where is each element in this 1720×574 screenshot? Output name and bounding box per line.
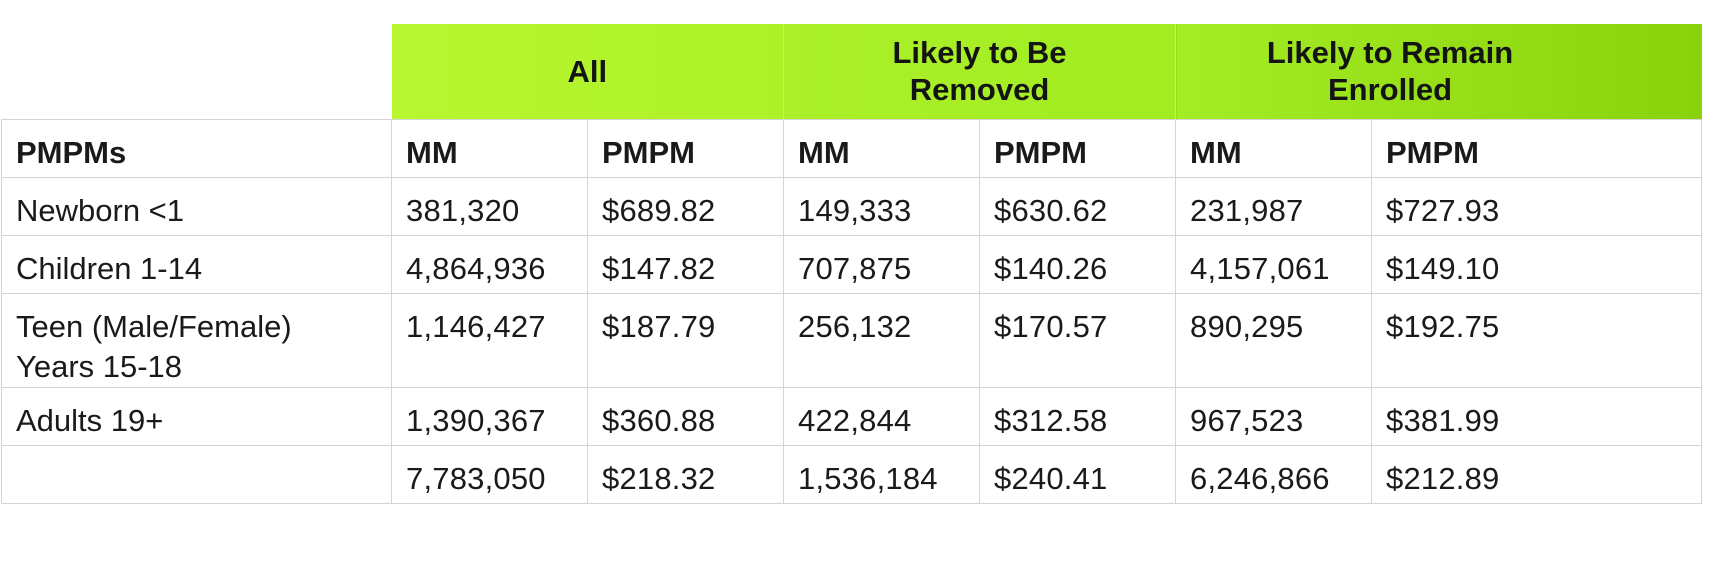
cell-removed-pmpm: $140.26 [979, 234, 1176, 294]
group-header-likely-removed-label: Likely to Be Removed [892, 35, 1067, 108]
cell-all-pmpm: $147.82 [587, 234, 784, 294]
cell-remain-pmpm: $192.75 [1371, 292, 1702, 388]
table-row-newborn: Newborn <1 381,320 $689.82 149,333 $630.… [1, 176, 1702, 236]
cell-remain-pmpm: $381.99 [1371, 386, 1702, 446]
cell-remain-mm: 231,987 [1175, 176, 1372, 236]
table-row-total: 7,783,050 $218.32 1,536,184 $240.41 6,24… [1, 444, 1702, 504]
row-label: Children 1-14 [1, 234, 392, 294]
group-header-row: All Likely to Be Removed Likely to Remai… [1, 24, 1702, 120]
cell-all-pmpm: $218.32 [587, 444, 784, 504]
column-header-removed-pmpm: PMPM [979, 118, 1176, 178]
cell-removed-pmpm: $312.58 [979, 386, 1176, 446]
row-label: Teen (Male/Female) Years 15-18 [1, 292, 392, 388]
column-header-row: PMPMs MM PMPM MM PMPM MM PMPM [1, 118, 1702, 178]
row-label: Newborn <1 [1, 176, 392, 236]
row-label [1, 444, 392, 504]
cell-removed-mm: 256,132 [783, 292, 980, 388]
table-row-adults: Adults 19+ 1,390,367 $360.88 422,844 $31… [1, 386, 1702, 446]
cell-removed-pmpm: $170.57 [979, 292, 1176, 388]
column-header-remain-mm: MM [1175, 118, 1372, 178]
cell-remain-pmpm: $727.93 [1371, 176, 1702, 236]
row-label-text: Children 1-14 [16, 250, 203, 286]
row-label-text: Adults 19+ [16, 402, 164, 438]
cell-removed-mm: 1,536,184 [783, 444, 980, 504]
group-header-all: All [391, 24, 784, 120]
cell-all-pmpm: $187.79 [587, 292, 784, 388]
cell-all-mm: 1,390,367 [391, 386, 588, 446]
cell-all-mm: 381,320 [391, 176, 588, 236]
cell-removed-pmpm: $240.41 [979, 444, 1176, 504]
cell-all-pmpm: $689.82 [587, 176, 784, 236]
cell-remain-mm: 967,523 [1175, 386, 1372, 446]
cell-removed-mm: 707,875 [783, 234, 980, 294]
cell-remain-mm: 4,157,061 [1175, 234, 1372, 294]
cell-remain-mm: 890,295 [1175, 292, 1372, 388]
row-label-line-1: Teen (Male/Female) [16, 308, 292, 344]
pmpm-table: All Likely to Be Removed Likely to Remai… [1, 24, 1702, 504]
cell-removed-pmpm: $630.62 [979, 176, 1176, 236]
column-header-all-mm: MM [391, 118, 588, 178]
cell-removed-mm: 422,844 [783, 386, 980, 446]
group-header-likely-remain-label: Likely to Remain Enrolled [1266, 35, 1514, 108]
cell-all-mm: 1,146,427 [391, 292, 588, 388]
cell-remain-pmpm: $149.10 [1371, 234, 1702, 294]
cell-all-mm: 4,864,936 [391, 234, 588, 294]
row-label-text: Newborn <1 [16, 192, 185, 228]
column-header-removed-mm: MM [783, 118, 980, 178]
table-row-teen: Teen (Male/Female) Years 15-18 1,146,427… [1, 292, 1702, 388]
row-label: Adults 19+ [1, 386, 392, 446]
column-header-remain-pmpm: PMPM [1371, 118, 1702, 178]
group-header-likely-removed: Likely to Be Removed [783, 24, 1176, 120]
group-header-likely-remain: Likely to Remain Enrolled [1175, 24, 1702, 120]
cell-all-mm: 7,783,050 [391, 444, 588, 504]
column-header-all-pmpm: PMPM [587, 118, 784, 178]
cell-remain-pmpm: $212.89 [1371, 444, 1702, 504]
header-corner-cell [1, 24, 392, 120]
cell-removed-mm: 149,333 [783, 176, 980, 236]
cell-all-pmpm: $360.88 [587, 386, 784, 446]
cell-remain-mm: 6,246,866 [1175, 444, 1372, 504]
column-header-pmpms: PMPMs [1, 118, 392, 178]
table-row-children: Children 1-14 4,864,936 $147.82 707,875 … [1, 234, 1702, 294]
row-label-line-2: Years 15-18 [16, 348, 183, 384]
